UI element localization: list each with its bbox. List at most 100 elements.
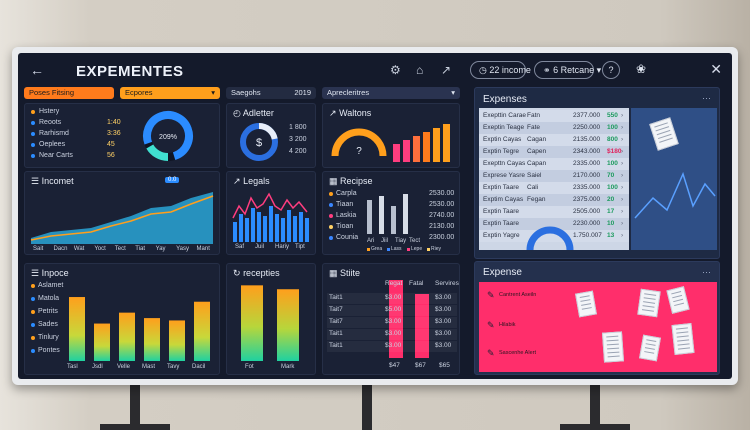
trend-icon: ↗ — [233, 176, 241, 186]
expense-delta: 100 — [607, 184, 618, 191]
adletter-title-text: Adletter — [242, 108, 274, 118]
recipe-value: 2530.00 — [429, 201, 455, 208]
axis-tick-label: Jiil — [381, 238, 388, 244]
table-row: Exptin Tegre Capen 2343.000 $180 › — [479, 146, 629, 158]
expense-delta: 550 — [607, 112, 618, 119]
chevron-right-icon[interactable]: › — [621, 160, 624, 167]
chart-bar — [393, 144, 400, 162]
chevron-right-icon[interactable]: › — [621, 196, 624, 203]
table-row: Exepttn Cayas Capan 2335.000 100 › — [479, 158, 629, 170]
tab-aprecleritres[interactable]: Aprecleritres ▾ — [322, 87, 460, 99]
settings-icon[interactable]: ❀ — [635, 62, 647, 76]
chart-bar — [379, 196, 384, 234]
expenses-table: Exepttin Carae Fatn 2377.000 550 › Exeptin Te… — [479, 108, 629, 250]
legend-label: Lass — [391, 246, 402, 252]
table-row — [327, 329, 457, 340]
expense-type: Capen — [527, 148, 547, 155]
expense-amount: 2343.000 — [573, 148, 601, 155]
display-board: ← EXPEMENTES ⚙ ⌂ ↗ ◷ 22 income ⚭ 6 Retca… — [12, 47, 738, 385]
income-pill-button[interactable]: ◷ 22 income — [470, 61, 531, 79]
tab-poses-fitsing[interactable]: Poses Fitsing — [24, 87, 114, 99]
chart-bar — [233, 222, 237, 242]
recepties-bar-chart — [241, 285, 299, 361]
legend-dot-icon — [329, 192, 333, 196]
kpi-label: Rarhismd — [39, 130, 69, 137]
help-icon[interactable]: ? — [602, 61, 620, 79]
chart-bar — [144, 318, 160, 361]
table-row: Exptin Taare Cali 2335.000 100 › — [479, 182, 629, 194]
gauge-chart: 209% — [143, 111, 193, 161]
chart-bar — [299, 212, 303, 242]
clock-icon: ◷ — [479, 65, 487, 75]
retcane-pill-button[interactable]: ⚭ 6 Retcane ▾ — [534, 61, 601, 79]
expense-amount: 2335.000 — [573, 160, 601, 167]
chart-bar — [94, 323, 110, 361]
expense-delta: 800 — [607, 136, 618, 143]
expense-amount: 2377.000 — [573, 112, 601, 119]
tab-label: Aprecleritres — [327, 88, 370, 97]
adletter-value: 4 200 — [289, 148, 307, 155]
chevron-right-icon[interactable]: › — [621, 136, 624, 143]
chevron-down-icon: ▾ — [211, 88, 215, 97]
recipe-value: 2300.00 — [429, 234, 455, 241]
adletter-value: 3 200 — [289, 136, 307, 143]
chevron-right-icon[interactable]: › — [621, 208, 624, 215]
chevron-right-icon[interactable]: › — [621, 232, 624, 239]
chart-bar — [263, 216, 267, 242]
more-icon[interactable]: ⋯ — [702, 93, 711, 103]
table-row: Exptin Yagre 1.750.007 13 › — [479, 230, 629, 242]
expense-type: Cali — [527, 184, 539, 191]
table-row: Exeptin Teage Fate 2250.000 100 › — [479, 122, 629, 134]
legend-label: Matola — [38, 295, 60, 302]
chevron-right-icon[interactable]: › — [621, 172, 624, 179]
chevron-right-icon[interactable]: › — [621, 112, 624, 119]
tab-ecpores[interactable]: Ecpores ▾ — [120, 87, 220, 99]
chart-bar — [119, 312, 135, 361]
adletter-title: ◴ Adletter — [233, 108, 274, 119]
recipe-label: Carpla — [336, 190, 357, 197]
refresh-icon: ↻ — [233, 268, 241, 278]
stand-leg-right — [590, 382, 600, 430]
chart-bar — [413, 136, 420, 162]
axis-tick-label: Ari — [367, 238, 375, 244]
dollar-donut-chart: $ — [240, 123, 278, 161]
chart-bar — [293, 216, 297, 242]
table-row: Exptin Cayas Cagan 2135.000 800 › — [479, 134, 629, 146]
stand-foot-right — [560, 424, 630, 430]
recepties-title: ↻ recepties — [233, 268, 280, 279]
list-bullet-icon — [31, 154, 35, 158]
chevron-right-icon[interactable]: › — [621, 124, 624, 131]
close-icon[interactable]: ✕ — [710, 61, 722, 77]
kpi-label: Near Carts — [39, 152, 73, 159]
chart-bar — [287, 210, 291, 242]
table-row — [327, 293, 457, 304]
tab-saegohs[interactable]: Saegohs 2019 — [226, 87, 316, 99]
gear-icon[interactable]: ⚙ — [390, 63, 401, 77]
chevron-right-icon[interactable]: › — [621, 220, 624, 227]
axis-tick-label: Tiat — [135, 246, 145, 252]
axis-tick-label: Velle — [117, 364, 131, 370]
chevron-right-icon[interactable]: › — [621, 148, 624, 155]
recipe-value: 2130.00 — [429, 223, 455, 230]
income-title: ☰ Incomet — [31, 176, 74, 187]
arrow-left-icon[interactable]: ← — [30, 62, 44, 78]
table-cell: Tait1 — [329, 294, 343, 301]
trend-icon[interactable]: ↗ — [441, 63, 452, 77]
recipes-panel: ▦ Recipse Carpla 2530.00 Tiaan 2530.00 Laski… — [322, 171, 460, 255]
expense-amount: 2375.000 — [573, 196, 601, 203]
document-icon — [671, 323, 695, 355]
expense-panel: Expense ⋯ ✎ Cantrent Aseiln ✎ Hilabik ✎ Sasce… — [474, 261, 720, 375]
more-icon[interactable]: ⋯ — [702, 267, 711, 277]
list-bullet-icon — [31, 121, 35, 125]
home-icon[interactable]: ⌂ — [416, 63, 424, 77]
expense-type: Capan — [527, 160, 547, 167]
chevron-right-icon[interactable]: › — [621, 184, 624, 191]
stiite-title: ▦ Stiite — [329, 268, 360, 279]
expense-type: Fate — [527, 124, 541, 131]
expense-delta: 100 — [607, 160, 618, 167]
axis-tick-label: Yasy — [176, 246, 190, 252]
expense-name: Exptin Taare — [483, 184, 520, 191]
kpi-value: 1:40 — [107, 119, 121, 126]
expense-name: Exptin Taare — [483, 220, 520, 227]
chart-bar — [423, 132, 430, 162]
